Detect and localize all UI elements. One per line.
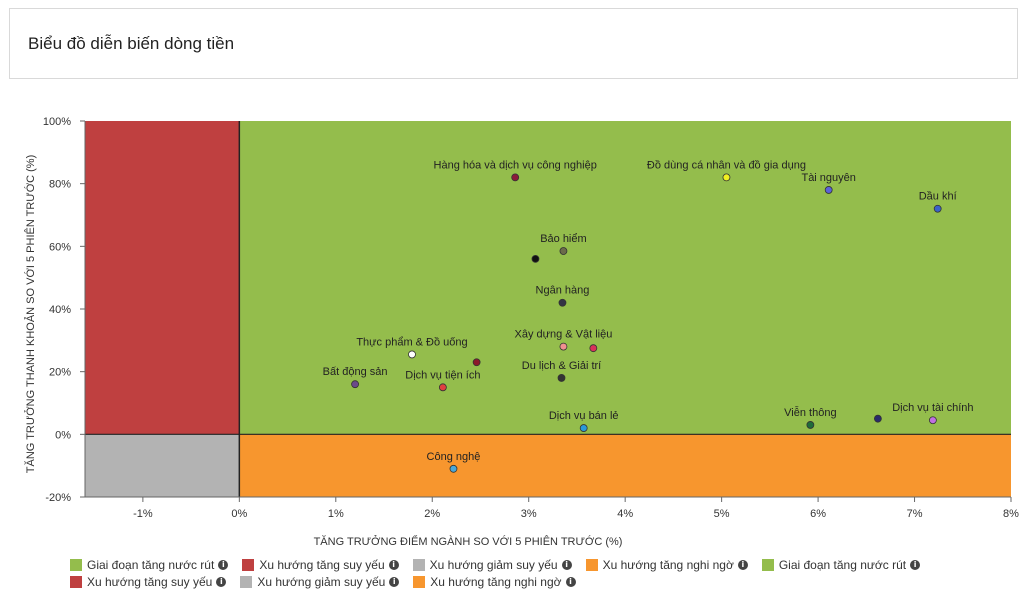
data-point <box>511 173 520 182</box>
y-tick-label: 40% <box>49 304 71 316</box>
legend-label: Xu hướng tăng nghi ngờ <box>602 557 734 572</box>
data-point <box>589 344 598 353</box>
legend-label: Xu hướng giảm suy yếu <box>429 557 558 572</box>
data-point-label: Tài nguyên <box>801 172 855 184</box>
x-tick-label: 1% <box>328 508 344 520</box>
quadrant-region <box>85 434 240 497</box>
x-tick-label: 3% <box>521 508 537 520</box>
info-icon[interactable]: i <box>910 559 921 570</box>
data-point <box>559 247 568 255</box>
data-point <box>824 186 833 194</box>
legend-label: Xu hướng tăng nghi ngờ <box>430 574 562 589</box>
y-axis-title: TĂNG TRƯỞNG THANH KHOẢN SO VỚI 5 PHIÊN T… <box>24 155 37 473</box>
legend-row-2: Xu hướng tăng suy yếu i Xu hướng giảm su… <box>70 573 1010 590</box>
data-point <box>558 298 567 307</box>
data-point <box>351 380 359 389</box>
legend-item[interactable]: Xu hướng tăng suy yếu i <box>70 574 227 589</box>
x-tick-label: 6% <box>810 508 826 520</box>
legend-item[interactable]: Xu hướng tăng nghi ngờ i <box>585 557 748 572</box>
legend-item[interactable]: Xu hướng tăng nghi ngờ i <box>413 574 576 589</box>
quadrant-region <box>85 121 240 435</box>
data-point <box>873 414 882 423</box>
y-tick-label: 60% <box>49 241 71 253</box>
title-card: Biểu đồ diễn biến dòng tiền <box>9 8 1018 79</box>
legend-swatch <box>240 575 253 588</box>
legend-label: Giai đoạn tăng nước rút <box>87 557 215 572</box>
x-tick-label: 5% <box>714 508 730 520</box>
legend-swatch <box>761 558 774 571</box>
data-point <box>531 254 540 263</box>
data-point-label: Đồ dùng cá nhân và đồ gia dụng <box>647 159 806 171</box>
legend-label: Xu hướng giảm suy yếu <box>257 574 386 589</box>
info-icon[interactable]: i <box>561 559 572 570</box>
data-point <box>438 383 447 392</box>
x-tick-label: 4% <box>617 508 633 520</box>
legend-swatch <box>413 575 426 588</box>
y-tick-label: 20% <box>49 367 71 379</box>
data-point <box>806 421 815 429</box>
x-axis-title: TĂNG TRƯỞNG ĐIỂM NGÀNH SO VỚI 5 PHIÊN TR… <box>314 535 623 548</box>
chart-legend: Giai đoạn tăng nước rút i Xu hướng tăng … <box>70 556 1010 590</box>
data-point-label: Thực phẩm & Đồ uống <box>356 336 467 348</box>
data-point-label: Dịch vụ tài chính <box>892 402 973 414</box>
legend-swatch <box>585 558 598 571</box>
info-icon[interactable]: i <box>218 559 229 570</box>
data-point-label: Viễn thông <box>784 406 836 419</box>
data-point-label: Dịch vụ bán lẻ <box>549 410 619 422</box>
data-point <box>559 342 568 351</box>
quadrant-region <box>239 434 1012 497</box>
data-point-label: Ngân hàng <box>536 285 590 297</box>
data-point <box>933 204 942 213</box>
y-tick-label: 0% <box>55 429 71 441</box>
legend-swatch <box>412 558 425 571</box>
y-tick-label: -20% <box>45 492 71 504</box>
cash-flow-scatter-chart: -20% 0% 20% 40% 60% 80% 100% -1% 0% 1% 2% 3% 4% 5% 6% 7… <box>24 116 1019 548</box>
legend-swatch <box>70 575 82 588</box>
data-point-label: Bảo hiểm <box>540 233 586 245</box>
data-point <box>472 358 481 367</box>
info-icon[interactable]: i <box>737 559 748 570</box>
data-point <box>579 424 588 432</box>
x-tick-label: -1% <box>133 508 153 520</box>
data-point-label: Công nghệ <box>427 451 481 463</box>
data-point <box>928 416 937 425</box>
page-title: Biểu đồ diễn biến dòng tiền <box>28 34 235 53</box>
legend-label: Xu hướng tăng suy yếu <box>87 574 213 589</box>
x-tick-label: 0% <box>231 508 247 520</box>
data-point-label: Du lịch & Giải trí <box>522 360 601 372</box>
data-point-label: Bất động sản <box>323 366 388 378</box>
legend-item[interactable]: Xu hướng tăng suy yếu i <box>242 557 399 572</box>
info-icon[interactable]: i <box>565 576 576 587</box>
data-point <box>722 173 731 182</box>
y-tick-label: 80% <box>49 179 71 191</box>
data-point-label: Dầu khí <box>919 191 957 203</box>
legend-row-1: Giai đoạn tăng nước rút i Xu hướng tăng … <box>70 556 1010 573</box>
data-point-label: Dịch vụ tiện ích <box>405 369 480 381</box>
data-point <box>408 350 416 359</box>
legend-label: Giai đoạn tăng nước rút <box>778 557 907 572</box>
data-point-label: Hàng hóa và dịch vụ công nghiệp <box>434 159 597 171</box>
legend-item[interactable]: Xu hướng giảm suy yếu i <box>240 574 400 589</box>
x-tick-label: 2% <box>424 508 440 520</box>
data-point-label: Xây dựng & Vật liệu <box>514 329 612 341</box>
data-point <box>449 464 458 473</box>
x-tick-label: 7% <box>907 508 923 520</box>
legend-label: Xu hướng tăng suy yếu <box>259 557 385 572</box>
legend-item[interactable]: Xu hướng giảm suy yếu i <box>412 557 572 572</box>
quadrant-region <box>239 121 1012 435</box>
legend-item[interactable]: Giai đoạn tăng nước rút i <box>70 557 229 572</box>
data-point <box>557 374 566 382</box>
info-icon[interactable]: i <box>389 576 400 587</box>
y-tick-label: 100% <box>43 116 71 128</box>
legend-item[interactable]: Giai đoạn tăng nước rút i <box>761 557 921 572</box>
info-icon[interactable]: i <box>216 576 227 587</box>
legend-swatch <box>242 558 255 571</box>
info-icon[interactable]: i <box>388 559 399 570</box>
x-tick-label: 8% <box>1003 508 1019 520</box>
legend-swatch <box>70 558 82 571</box>
